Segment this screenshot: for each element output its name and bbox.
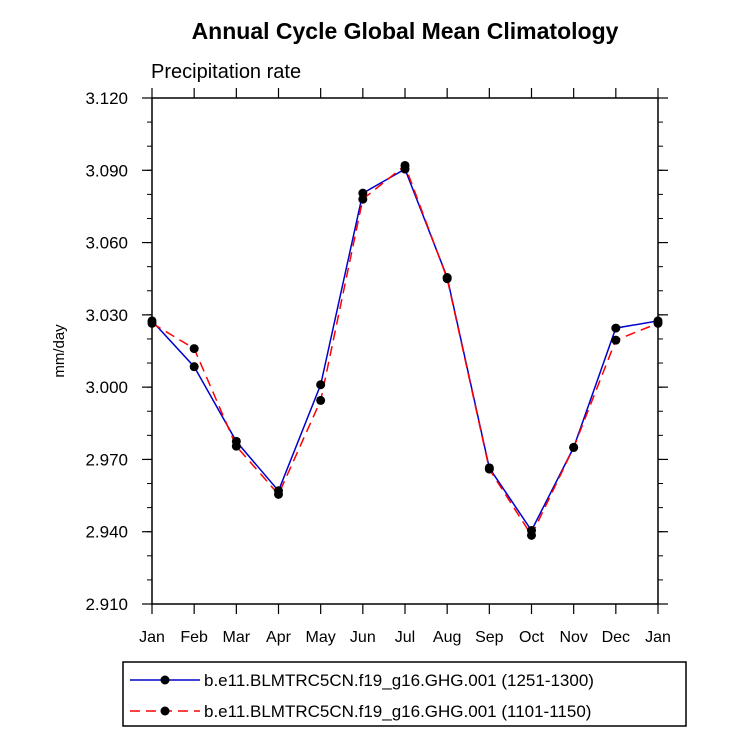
- series-2-point: [274, 489, 283, 499]
- y-tick-label: 2.970: [85, 450, 128, 469]
- data-series: [147, 160, 663, 540]
- x-tick-label: Jun: [350, 629, 376, 646]
- y-tick-label: 3.030: [85, 306, 128, 325]
- chart-subtitle: Precipitation rate: [151, 61, 301, 83]
- x-tick-label: Aug: [433, 629, 461, 646]
- y-tick-label: 3.060: [85, 234, 128, 253]
- legend-label-series-1: b.e11.BLMTRC5CN.f19_g16.GHG.001 (1251-13…: [204, 671, 594, 690]
- y-tick-labels: 2.910 2.940 2.970 3.000 3.030 3.060 3.090 3.120: [85, 89, 128, 614]
- series-2-point: [316, 395, 326, 405]
- x-tick-label: Dec: [602, 629, 630, 646]
- series-2-point: [189, 344, 199, 354]
- x-tick-label: Mar: [223, 629, 251, 646]
- series-1-point: [189, 362, 199, 372]
- x-tick-label: Nov: [559, 629, 587, 646]
- x-tick-label: Jul: [395, 629, 415, 646]
- y-tick-label: 2.940: [85, 523, 128, 542]
- legend-label-series-2: b.e11.BLMTRC5CN.f19_g16.GHG.001 (1101-11…: [204, 702, 591, 721]
- x-tick-labels: Jan Feb Mar Apr May Jun Jul Aug Sep Oct Nov Dec Jan: [139, 629, 671, 646]
- series-2-point: [484, 464, 494, 474]
- x-tick-label: Feb: [180, 629, 208, 646]
- series-2-point: [358, 194, 368, 204]
- legend-box: [122, 661, 687, 727]
- legend-marker-series-1: [160, 675, 170, 685]
- y-tick-label: 3.120: [85, 89, 128, 108]
- x-tick-label: Jan: [139, 629, 165, 646]
- x-tick-label: Oct: [519, 629, 544, 646]
- x-tick-label: May: [306, 629, 336, 646]
- y-tick-label: 2.910: [85, 595, 128, 614]
- series-2-point: [400, 160, 410, 170]
- series-line-2: [151, 164, 659, 537]
- series-2-point: [527, 530, 536, 540]
- y-tick-label: 3.000: [85, 378, 128, 397]
- y-tick-label: 3.090: [85, 161, 128, 180]
- series-1-point: [611, 323, 621, 333]
- legend: b.e11.BLMTRC5CN.f19_g16.GHG.001 (1251-13…: [122, 661, 687, 727]
- series-2-point: [611, 335, 621, 345]
- axis-ticks: [142, 88, 668, 614]
- y-axis-label: mm/day: [51, 324, 68, 378]
- plot-frame: [151, 97, 659, 605]
- series-2-point: [231, 441, 241, 451]
- series-line-1: [151, 168, 659, 532]
- legend-marker-series-2: [160, 706, 170, 716]
- series-1-point: [316, 380, 326, 390]
- series-2-point: [569, 442, 579, 452]
- x-tick-label: Sep: [475, 629, 504, 646]
- x-tick-label: Apr: [266, 629, 292, 646]
- chart-title: Annual Cycle Global Mean Climatology: [192, 18, 619, 44]
- x-tick-label: Jan: [645, 629, 671, 646]
- series-2-point: [442, 274, 452, 284]
